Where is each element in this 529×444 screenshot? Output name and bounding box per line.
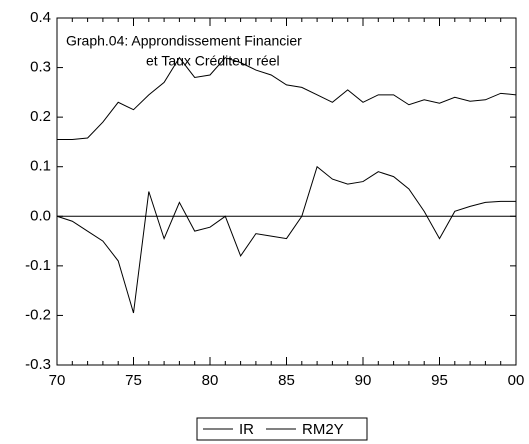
x-tick-label: 00 [508,372,525,389]
series-line [57,56,517,140]
legend-box [196,417,368,441]
x-tick-label: 70 [49,372,66,389]
series-line [56,165,516,314]
chart-title: Graph.04: Approndissement Financier [66,33,302,49]
y-tick-label: 0.3 [30,59,51,76]
legend: IR RM2Y [196,417,368,441]
x-tick-label: 75 [125,372,142,389]
legend-label: IR [239,421,254,438]
x-tick-label: 80 [202,372,219,389]
x-tick-label: 90 [355,372,372,389]
legend-label: RM2Y [302,421,344,438]
x-tick-label: 85 [278,372,295,389]
y-tick-label: 0.0 [30,207,51,224]
y-tick-label: 0.2 [30,108,51,125]
y-tick-label: 0.1 [30,158,51,175]
plot-frame [56,17,517,366]
y-tick-label: -0.3 [25,356,51,373]
y-tick-label: 0.4 [30,9,51,26]
y-tick-label: -0.2 [25,306,51,323]
x-tick-label: 95 [431,372,448,389]
y-tick-label: -0.1 [25,257,51,274]
chart-title: et Taux Créditeur réel [146,53,280,69]
